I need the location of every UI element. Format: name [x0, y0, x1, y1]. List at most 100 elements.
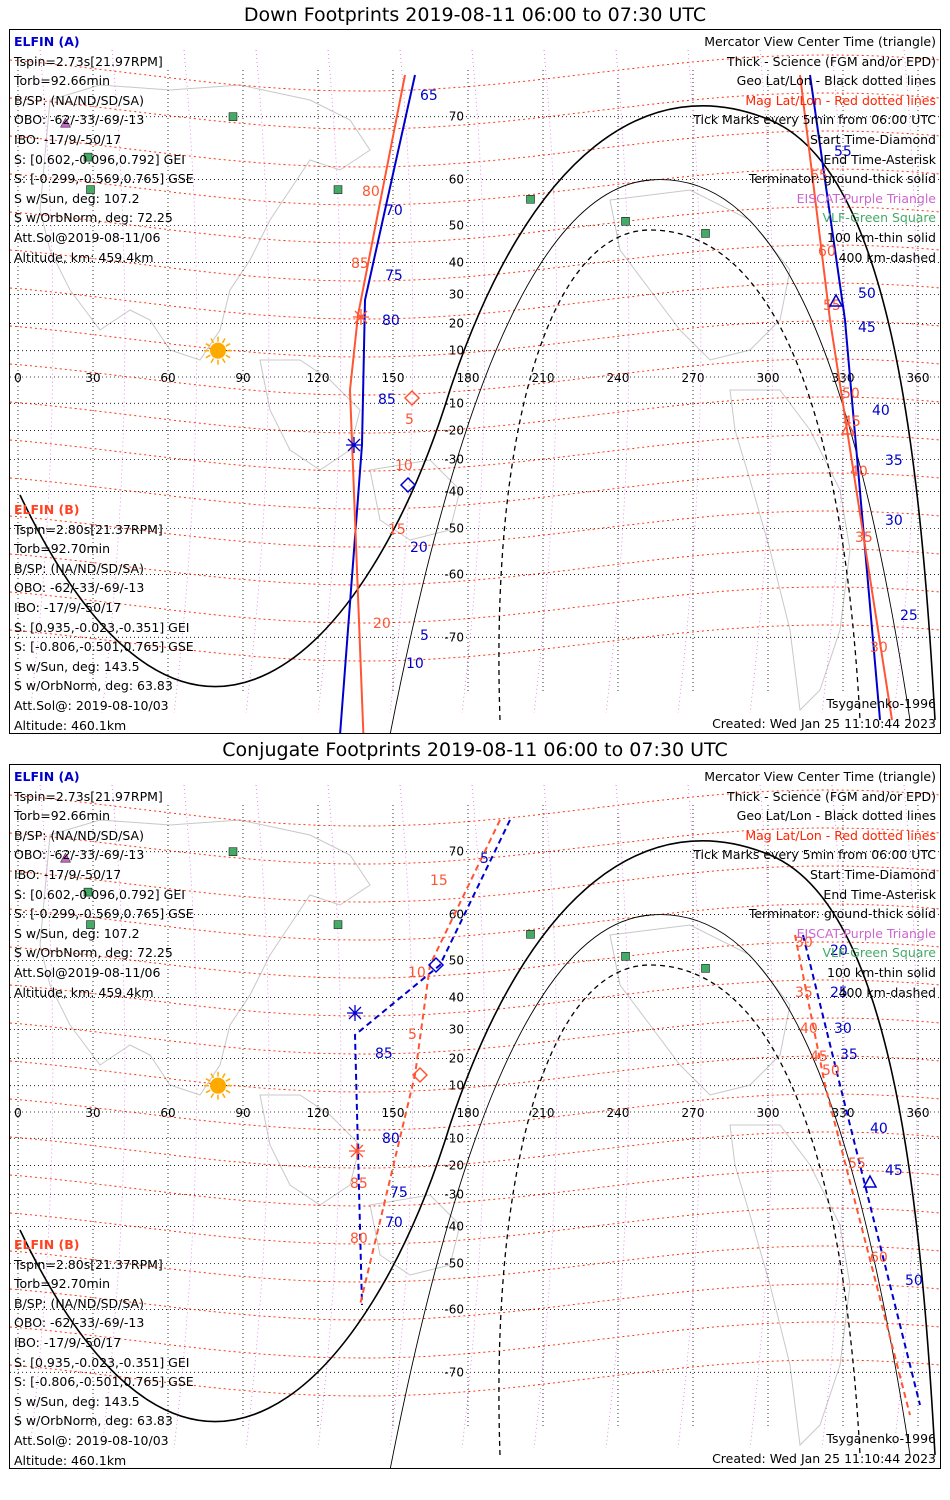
elfin-b-tick-label: 15: [430, 873, 448, 889]
mag-parallel: [10, 1207, 940, 1245]
continent-outline: [369, 1194, 461, 1276]
vlf-square-icon: [228, 847, 238, 856]
lat-tick-label: 20: [449, 317, 464, 331]
elfin-a-tick-label: 70: [385, 203, 403, 219]
info-line: S w/OrbNorm, deg: 63.83: [14, 1413, 173, 1429]
elfin-a-tick-label: 55: [834, 144, 852, 160]
lon-tick-label: 60: [160, 371, 175, 385]
lat-tick-label: 10: [449, 344, 464, 358]
mag-parallel: [10, 1359, 940, 1397]
elfin-b-tick-label: 45: [843, 414, 861, 430]
info-line: Altitude: 460.1km: [14, 717, 127, 733]
elfin-a-tick-label: 45: [885, 1163, 903, 1179]
elfin-a-tick-label: 65: [420, 88, 438, 104]
vlf-square-icon: [526, 929, 535, 939]
mag-parallel: [10, 1245, 940, 1283]
elfin-b-tick-label: 35: [855, 530, 873, 546]
elfin-a-tick-label: 35: [885, 453, 903, 469]
elfin-a-tick-label: 80: [382, 1131, 400, 1147]
panel-title-conjugate: Conjugate Footprints 2019-08-11 06:00 to…: [222, 739, 728, 761]
elfin-a-tick-label: 70: [385, 1215, 403, 1231]
mag-parallel: [10, 320, 940, 358]
legend-item: Tick Marks every 5min from 06:00 UTC: [693, 112, 936, 128]
mag-parallel: [10, 1321, 940, 1359]
elfin-a-footprint-track-east: [809, 74, 881, 721]
legend-item: Thick - Science (FGM and/or EPD): [727, 53, 936, 69]
info-line: IBO: -17/9/-50/17: [14, 131, 122, 147]
mag-parallel: [10, 624, 940, 662]
mag-parallel: [10, 1283, 940, 1321]
elfin-a-tick-label: 10: [406, 656, 424, 672]
elfin-a-tick-label: 5: [420, 628, 429, 644]
legend-item: VLF-Green Square: [822, 210, 936, 226]
info-line: S w/OrbNorm, deg: 72.25: [14, 945, 173, 961]
info-line: OBO: -62/-33/-69/-13: [14, 112, 145, 128]
elfin-b-tick-label: 60: [818, 244, 836, 260]
elfin-a-heading: ELFIN (A): [14, 769, 80, 784]
lon-tick-label: 0: [14, 371, 22, 385]
vlf-square-icon: [621, 217, 630, 226]
info-line: S: [-0.806,-0.501,0.765] GSE: [14, 639, 194, 655]
lat-tick-label: -10: [444, 396, 464, 410]
elfin-a-tick-label: 25: [830, 985, 848, 1001]
mag-parallel: [10, 130, 940, 168]
info-line: Torb=92.70min: [14, 1276, 111, 1292]
lon-tick-label: 150: [382, 371, 405, 385]
lon-tick-label: 90: [235, 371, 250, 385]
info-line: S w/OrbNorm, deg: 63.83: [14, 678, 173, 694]
lat-tick-label: -10: [444, 1131, 464, 1145]
lat-tick-label: -20: [444, 1158, 464, 1172]
vlf-square-icon: [526, 194, 535, 204]
lon-tick-label: 0: [14, 1106, 22, 1120]
elfin-b-info-down: ELFIN (B) Tspin=2.80s[21.37RPM] Torb=92.…: [14, 500, 194, 735]
elfin-b-info-conjugate: ELFIN (B) Tspin=2.80s[21.37RPM] Torb=92.…: [14, 1235, 194, 1470]
elfin-a-tick-label: 50: [858, 286, 876, 302]
center-triangle-icon: [840, 421, 856, 435]
lat-tick-label: 40: [449, 256, 464, 270]
info-line: S: [-0.299,-0.569,0.765] GSE: [14, 906, 194, 922]
elfin-a-tick-label: 35: [840, 1047, 858, 1063]
terminator-100km: [389, 914, 911, 1468]
lon-tick-label: 180: [457, 1106, 480, 1120]
info-line: Tspin=2.73s[21.97RPM]: [14, 53, 163, 69]
elfin-b-footprint-track-east: [794, 934, 911, 1416]
legend-item: Terminator: ground-thick solid: [748, 906, 936, 922]
elfin-b-tick-label: 15: [388, 522, 406, 538]
info-line: S: [0.935,-0.023,-0.351] GEI: [14, 1354, 190, 1370]
lat-tick-label: 50: [449, 953, 464, 967]
info-line: S: [-0.299,-0.569,0.765] GSE: [14, 171, 194, 187]
mag-parallel: [10, 472, 940, 510]
elfin-a-footprint-track: [339, 74, 416, 733]
vlf-square-icon: [83, 887, 93, 897]
elfin-b-tick-label: 10: [408, 965, 426, 981]
lon-tick-label: 330: [832, 1106, 855, 1120]
continent-outline: [259, 359, 361, 471]
map-canvas-down: 0 30 60 90 120 150 180 210 240 270 300 330 360 70 60 50…: [10, 49, 940, 733]
mag-parallel: [10, 903, 940, 941]
eiscat-triangle-icon: [60, 117, 71, 128]
mag-parallel: [10, 865, 940, 903]
elfin-b-tick-label: 20: [373, 616, 391, 632]
elfin-b-heading: ELFIN (B): [14, 502, 80, 517]
start-diamond-icon: [399, 476, 417, 494]
lon-tick-label: 300: [757, 1106, 780, 1120]
elfin-b-tick-label: 30: [795, 935, 813, 951]
elfin-b-tick-label: 80: [350, 1231, 368, 1247]
mag-parallel: [10, 827, 940, 865]
created-label-down: Created: Wed Jan 25 11:10:44 2023: [712, 716, 936, 731]
model-label-conjugate: Tsyganenko-1996: [826, 1431, 936, 1446]
elfin-b-tick-label: 85: [351, 256, 369, 272]
legend-item: EISCAT-Purple Triangle: [796, 925, 936, 941]
legend-item: 400 km-dashed: [838, 249, 936, 265]
vlf-square-icon: [621, 952, 630, 961]
lon-tick-label: 330: [832, 371, 855, 385]
elfin-a-info-conjugate: ELFIN (A) Tspin=2.73s[21.97RPM] Torb=92.…: [14, 767, 194, 1002]
info-line: Altitude, km: 459.4km: [14, 984, 154, 1000]
lon-tick-label: 150: [382, 1106, 405, 1120]
info-line: S: [0.602,-0.096,0.792] GEI: [14, 151, 185, 167]
elfin-a-tick-label: 75: [390, 1185, 408, 1201]
lat-tick-label: 60: [449, 172, 464, 186]
elfin-b-tick-label: 30: [870, 640, 888, 656]
vlf-square-icon: [86, 920, 95, 929]
info-line: S: [0.935,-0.023,-0.351] GEI: [14, 619, 190, 635]
